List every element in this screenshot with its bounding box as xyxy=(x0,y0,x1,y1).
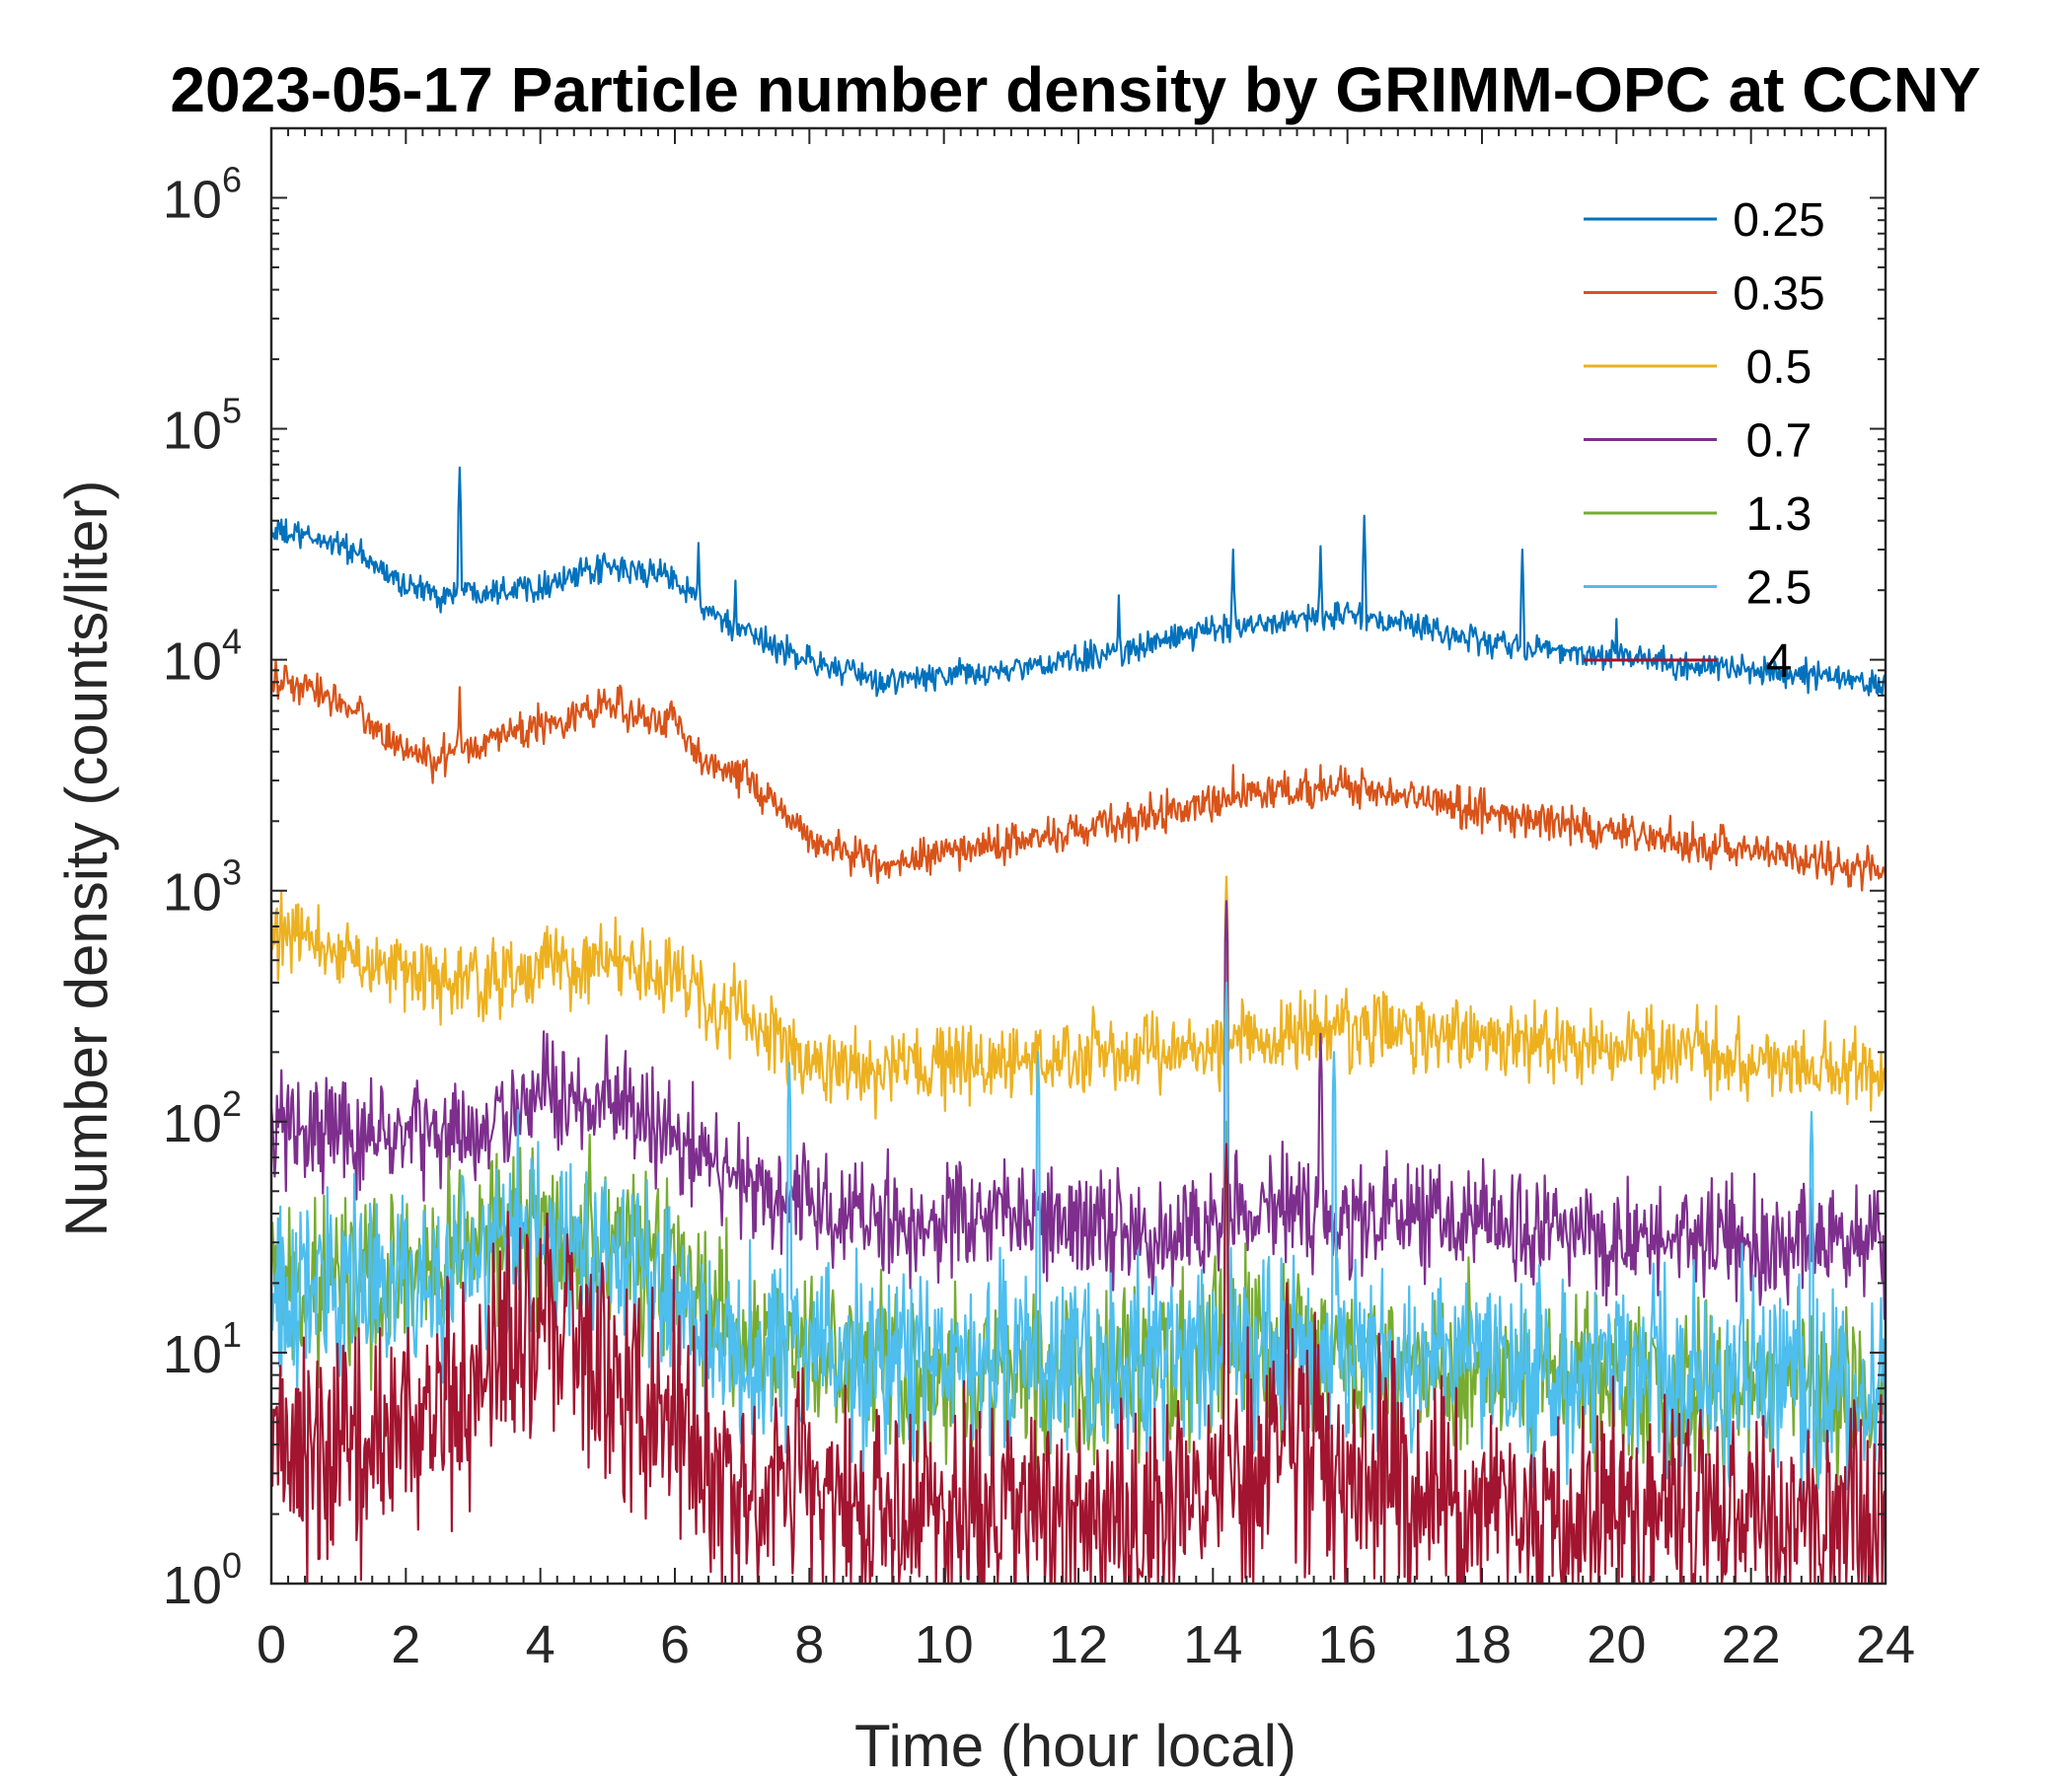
legend-label: 0.7 xyxy=(1746,415,1813,468)
y-tick-label: 105 xyxy=(163,391,242,461)
chart-title: 2023-05-17 Particle number density by GR… xyxy=(170,54,1980,125)
legend-label: 1.3 xyxy=(1746,488,1813,541)
series-line xyxy=(271,1143,1886,1584)
legend: 0.25 0.35 0.5 0.7 1.3 2.5 4 xyxy=(1584,194,1825,688)
legend-label: 0.5 xyxy=(1746,341,1813,394)
y-tick-label: 100 xyxy=(163,1545,242,1615)
series-line xyxy=(271,466,1886,698)
y-tick-label: 106 xyxy=(163,159,242,229)
x-tick-label: 22 xyxy=(1722,1615,1781,1674)
y-axis: 100 101 102 103 104 105 106 xyxy=(163,127,1886,1615)
series-line xyxy=(271,875,1886,1120)
legend-label: 4 xyxy=(1766,635,1793,688)
x-tick-label: 14 xyxy=(1183,1615,1242,1674)
x-tick-label: 2 xyxy=(391,1615,420,1674)
x-tick-label: 20 xyxy=(1587,1615,1646,1674)
legend-label: 0.25 xyxy=(1733,194,1824,247)
x-axis: 0 2 4 6 8 10 12 14 16 18 20 22 24 xyxy=(257,128,1915,1674)
y-tick-label: 104 xyxy=(163,622,242,692)
x-axis-label: Time (hour local) xyxy=(854,1713,1296,1776)
plot-area xyxy=(269,126,1887,1586)
series-line xyxy=(271,900,1886,1320)
x-tick-label: 6 xyxy=(660,1615,690,1674)
x-tick-label: 16 xyxy=(1318,1615,1377,1674)
series-line xyxy=(271,659,1886,892)
legend-label: 2.5 xyxy=(1746,562,1813,615)
x-tick-label: 24 xyxy=(1856,1615,1915,1674)
x-tick-label: 12 xyxy=(1049,1615,1108,1674)
x-tick-label: 18 xyxy=(1452,1615,1512,1674)
y-axis-label: Number density (counts/liter) xyxy=(53,481,119,1237)
y-tick-label: 101 xyxy=(163,1314,242,1384)
legend-label: 0.35 xyxy=(1733,268,1824,321)
x-tick-label: 10 xyxy=(915,1615,974,1674)
y-tick-label: 102 xyxy=(163,1083,242,1153)
y-tick-label: 103 xyxy=(163,852,242,923)
x-tick-label: 0 xyxy=(257,1615,286,1674)
x-tick-label: 4 xyxy=(526,1615,555,1674)
x-tick-label: 8 xyxy=(794,1615,824,1674)
